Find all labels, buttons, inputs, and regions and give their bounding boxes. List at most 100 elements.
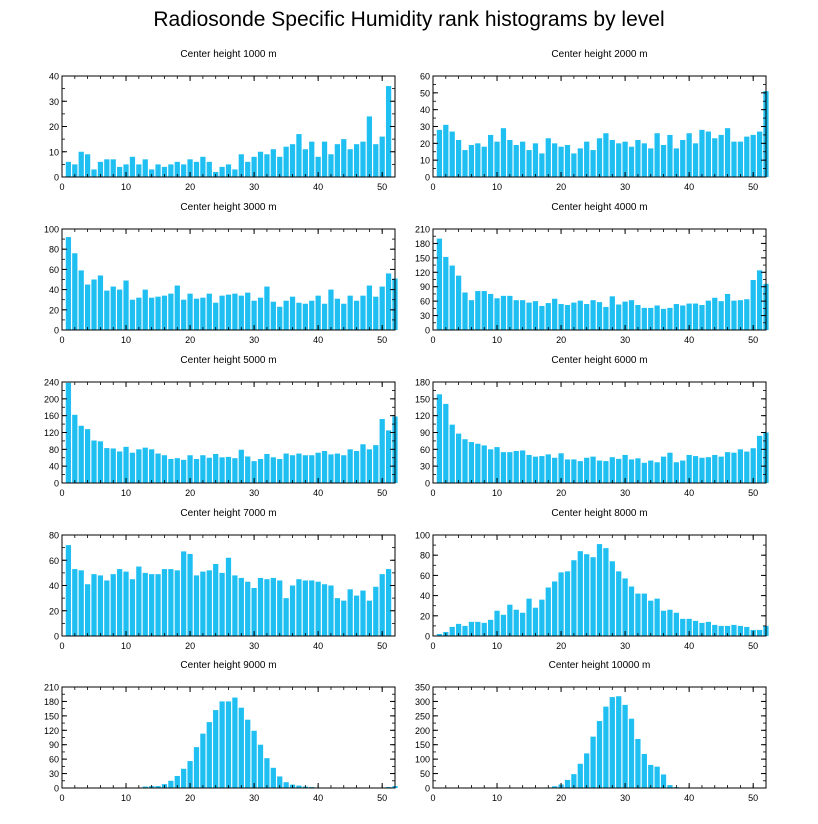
x-tick-label: 40 — [684, 182, 694, 192]
histogram-bar — [97, 575, 104, 636]
histogram-bar — [309, 300, 315, 330]
histogram-bar — [277, 776, 283, 788]
x-tick-label: 30 — [620, 335, 630, 345]
x-tick-label: 40 — [684, 488, 694, 498]
histogram-bar — [718, 456, 724, 483]
histogram-bar — [622, 301, 628, 330]
histogram-bar — [360, 295, 366, 330]
histogram-bar — [270, 767, 276, 788]
histogram-bar — [219, 572, 225, 637]
histogram-bar — [641, 143, 647, 177]
histogram-bar — [187, 293, 193, 330]
histogram-bar — [385, 569, 392, 636]
histogram-bar — [731, 300, 737, 330]
histogram-bar — [507, 295, 513, 330]
histogram-bar — [78, 270, 84, 330]
y-tick-label: 300 — [415, 697, 430, 707]
histogram-bar — [596, 138, 603, 177]
histogram-bar — [347, 589, 353, 636]
histogram-bar — [667, 785, 673, 788]
figure-title: Radiosonde Specific Humidity rank histog… — [153, 8, 665, 31]
x-tick-label: 30 — [620, 488, 630, 498]
panel-6: Center height 6000 m 0 30 60 90 120 150 180 0 10 2… — [415, 355, 769, 498]
histogram-bar — [481, 146, 487, 177]
histogram-bar — [641, 593, 647, 636]
histogram-bar — [488, 449, 494, 483]
histogram-bar — [84, 284, 91, 330]
histogram-bar — [187, 553, 193, 636]
histogram-bar — [744, 451, 750, 483]
histogram-bar — [110, 574, 116, 636]
histogram-bar — [360, 444, 366, 483]
histogram-bar — [200, 156, 206, 177]
y-tick-label: 120 — [44, 428, 59, 438]
histogram-bar — [712, 624, 718, 636]
histogram-bar — [731, 624, 737, 636]
histogram-bar — [347, 295, 353, 330]
x-tick-label: 0 — [430, 182, 435, 192]
histogram-bar — [277, 156, 283, 177]
histogram-bar — [225, 557, 232, 636]
histogram-bar — [78, 570, 84, 636]
histogram-bar — [641, 462, 647, 483]
x-tick-label: 50 — [748, 793, 758, 803]
x-tick-label: 30 — [249, 335, 259, 345]
y-tick-label: 80 — [420, 551, 430, 561]
histogram-bar — [603, 706, 609, 788]
histogram-bar — [718, 134, 724, 177]
histogram-bar — [296, 785, 302, 788]
histogram-bar — [455, 433, 462, 483]
y-tick-label: 80 — [49, 531, 59, 541]
histogram-bar — [532, 607, 539, 636]
histogram-bar — [750, 134, 756, 177]
histogram-bar — [270, 149, 276, 177]
y-tick-label: 40 — [49, 462, 59, 472]
histogram-bar — [296, 579, 302, 636]
histogram-bar — [564, 779, 571, 788]
histogram-bar — [635, 458, 641, 483]
histogram-bar — [270, 301, 276, 330]
x-tick-label: 30 — [249, 641, 259, 651]
panel-title: Center height 9000 m — [180, 660, 276, 671]
histogram-bar — [155, 786, 161, 788]
histogram-bar — [232, 458, 238, 483]
histogram-bar — [596, 544, 603, 636]
histogram-bar — [494, 447, 500, 483]
histogram-bar — [123, 571, 129, 636]
y-tick-label: 150 — [415, 394, 430, 404]
histogram-bar — [123, 446, 129, 483]
histogram-bar — [744, 299, 750, 330]
histogram-bar — [462, 150, 468, 177]
y-tick-label: 0 — [425, 173, 430, 183]
histogram-bar — [494, 141, 500, 177]
histogram-bar — [385, 430, 392, 483]
histogram-bar — [526, 150, 532, 177]
y-tick-label: 120 — [415, 411, 430, 421]
histogram-bar — [635, 139, 641, 177]
y-tick-label: 40 — [420, 105, 430, 115]
histogram-bar — [680, 139, 686, 177]
histogram-bar — [577, 300, 583, 330]
histogram-bar — [609, 296, 615, 330]
histogram-bar — [660, 308, 667, 330]
histogram-bar — [193, 298, 200, 330]
histogram-bar — [520, 450, 526, 483]
x-tick-label: 40 — [684, 793, 694, 803]
histogram-bar — [475, 143, 481, 177]
histogram-bar — [181, 459, 187, 483]
histogram-bar — [436, 129, 443, 177]
histogram-bar — [622, 578, 628, 636]
histogram-bar — [232, 293, 238, 330]
histogram-bar — [577, 148, 583, 177]
x-tick-label: 40 — [313, 488, 323, 498]
y-tick-label: 50 — [420, 769, 430, 779]
histogram-bar — [341, 455, 347, 483]
histogram-bar — [328, 289, 334, 330]
histogram-bar — [628, 586, 635, 636]
histogram-bar — [161, 295, 168, 330]
x-tick-label: 30 — [620, 641, 630, 651]
x-tick-label: 40 — [313, 641, 323, 651]
y-tick-label: 30 — [420, 462, 430, 472]
x-tick-label: 10 — [492, 793, 502, 803]
histogram-bar — [705, 621, 711, 636]
